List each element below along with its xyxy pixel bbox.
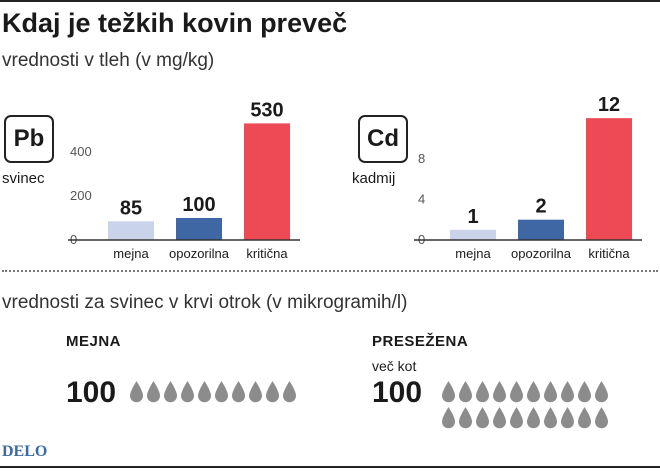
pb-bar-opozorilna (176, 218, 222, 240)
pb-value-label: 530 (250, 99, 283, 121)
drop-icon (459, 407, 472, 429)
drop-icon (442, 381, 455, 403)
cd-value-label: 1 (467, 206, 478, 228)
brand-logo: DELO (2, 443, 48, 460)
drop-icon (578, 407, 591, 429)
drop-icon (493, 381, 506, 403)
cd-value-label: 2 (535, 196, 546, 218)
drop-icon (476, 381, 489, 403)
blood-presezena-label: PRESEŽENA (372, 333, 469, 350)
drop-icon (493, 407, 506, 429)
page-subtitle: vrednosti v tleh (v mg/kg) (2, 50, 215, 71)
page-title: Kdaj je težkih kovin preveč (2, 8, 348, 38)
pb-category-label: kritična (246, 246, 288, 261)
blood-mejna-drops (130, 381, 310, 403)
pb-element-name: svinec (2, 170, 45, 187)
drop-icon (266, 381, 279, 403)
blood-section-title: vrednosti za svinec v krvi otrok (v mikr… (2, 292, 408, 313)
drop-icon (147, 381, 160, 403)
pb-category-label: opozorilna (169, 246, 230, 261)
drop-icon (164, 381, 177, 403)
drop-icon (595, 381, 608, 403)
section-divider (2, 270, 658, 272)
drop-icon (527, 407, 540, 429)
pb-ytick-label: 400 (70, 144, 92, 159)
drop-icon (527, 381, 540, 403)
blood-mejna-label: MEJNA (66, 333, 122, 350)
blood-presezena-value: 100 (372, 376, 423, 409)
drop-icon (215, 381, 228, 403)
blood-mejna-value: 100 (66, 376, 117, 409)
cd-value-label: 12 (598, 94, 620, 116)
drop-icon (561, 381, 574, 403)
blood-presezena-prefix: več kot (372, 358, 417, 374)
drop-icon (283, 381, 296, 403)
drop-icon (595, 407, 608, 429)
pb-bar-kriticna (244, 123, 290, 240)
drop-icon (130, 381, 143, 403)
drop-icon (578, 381, 591, 403)
pb-bar-chart: 020040085mejna100opozorilna530kritična (68, 99, 300, 261)
cd-bar-mejna (450, 229, 496, 240)
cd-ytick-label: 4 (418, 191, 425, 206)
drop-icon (476, 407, 489, 429)
drop-icon (544, 381, 557, 403)
pb-bar-mejna (108, 221, 154, 240)
cd-bar-kriticna (586, 118, 632, 240)
bottom-rule (0, 466, 660, 468)
cd-category-label: mejna (455, 246, 491, 261)
drop-icon (544, 407, 557, 429)
cd-bar-chart: 0481mejna2opozorilna12kritična (414, 94, 642, 261)
drop-icon (181, 381, 194, 403)
drop-icon (442, 407, 455, 429)
cd-category-label: kritična (588, 246, 630, 261)
pb-value-label: 100 (182, 194, 215, 216)
drop-icon (561, 407, 574, 429)
cd-bar-opozorilna (518, 219, 564, 240)
cd-ytick-label: 8 (418, 151, 425, 166)
drop-icon (249, 381, 262, 403)
drop-icon (459, 381, 472, 403)
pb-element-symbol: Pb (4, 115, 54, 163)
blood-presezena-drops (442, 381, 622, 429)
pb-value-label: 85 (120, 197, 142, 219)
drop-icon (510, 407, 523, 429)
top-rule (0, 0, 660, 2)
pb-ytick-label: 200 (70, 188, 92, 203)
cd-element-name: kadmij (352, 170, 396, 187)
cd-category-label: opozorilna (511, 246, 572, 261)
drop-icon (232, 381, 245, 403)
cd-element-symbol: Cd (358, 115, 408, 163)
drop-icon (198, 381, 211, 403)
drop-icon (510, 381, 523, 403)
pb-category-label: mejna (113, 246, 149, 261)
